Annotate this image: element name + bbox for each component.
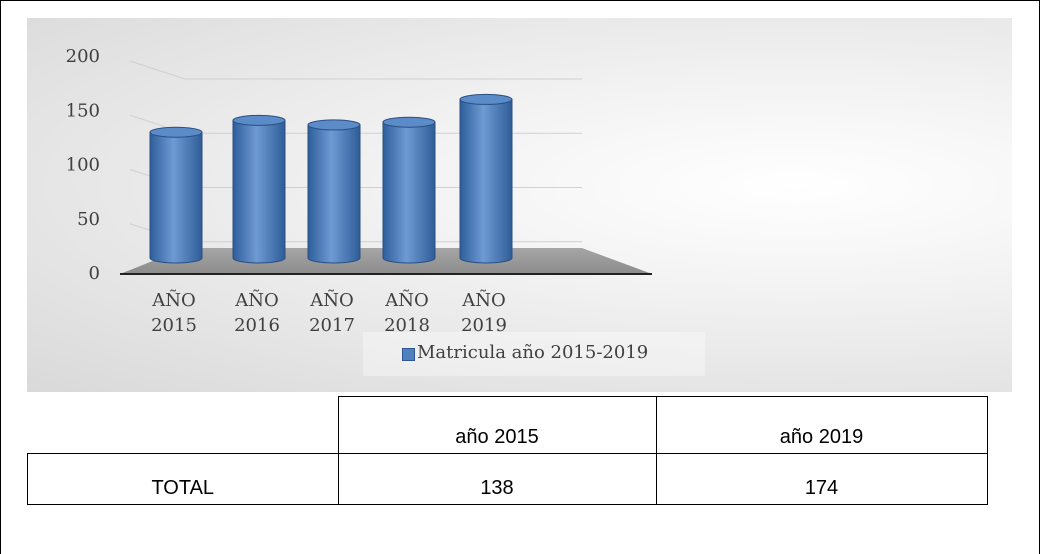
bar-body bbox=[149, 131, 203, 264]
bar bbox=[307, 119, 361, 264]
bar-top bbox=[149, 126, 203, 138]
y-tick-label: 100 bbox=[66, 155, 100, 176]
bar-top bbox=[459, 93, 513, 105]
x-tick-label: AÑO 2017 bbox=[309, 290, 355, 336]
y-tick-label: 200 bbox=[66, 46, 100, 67]
y-tick-label: 150 bbox=[66, 100, 100, 121]
cell: 174 bbox=[655, 452, 988, 505]
bar bbox=[232, 114, 286, 264]
bar-top bbox=[307, 119, 361, 131]
legend: Matricula año 2015-2019 bbox=[363, 332, 705, 376]
bar-body bbox=[307, 124, 361, 264]
table: año 2015 año 2019 TOTAL 138 174 bbox=[27, 396, 988, 505]
legend-swatch bbox=[402, 348, 415, 361]
bar-top bbox=[382, 116, 436, 128]
bar bbox=[382, 116, 436, 264]
row-label: TOTAL bbox=[27, 452, 339, 505]
x-tick-label: AÑO 2015 bbox=[151, 290, 197, 336]
table-header-row: año 2015 año 2019 bbox=[28, 396, 988, 454]
bar-top bbox=[232, 114, 286, 126]
bar-body bbox=[459, 98, 513, 264]
bar bbox=[459, 93, 513, 264]
x-tick-label: AÑO 2016 bbox=[234, 290, 280, 336]
chart: 0 50 100 150 200 bbox=[66, 46, 652, 284]
bar bbox=[149, 126, 203, 264]
bar-body bbox=[382, 121, 436, 264]
header-cell: año 2015 bbox=[337, 396, 657, 454]
grid-line bbox=[129, 60, 582, 80]
table-row: TOTAL 138 174 bbox=[27, 452, 988, 505]
x-tick-label: AÑO 2018 bbox=[384, 290, 430, 336]
cell: 138 bbox=[337, 452, 657, 505]
y-tick-label: 0 bbox=[89, 263, 100, 284]
x-tick-label: AÑO 2019 bbox=[461, 290, 507, 336]
bar-body bbox=[232, 119, 286, 264]
legend-label: Matricula año 2015-2019 bbox=[417, 342, 649, 363]
empty-cell bbox=[28, 397, 339, 454]
y-tick-label: 50 bbox=[77, 209, 100, 230]
header-cell: año 2019 bbox=[655, 396, 988, 454]
